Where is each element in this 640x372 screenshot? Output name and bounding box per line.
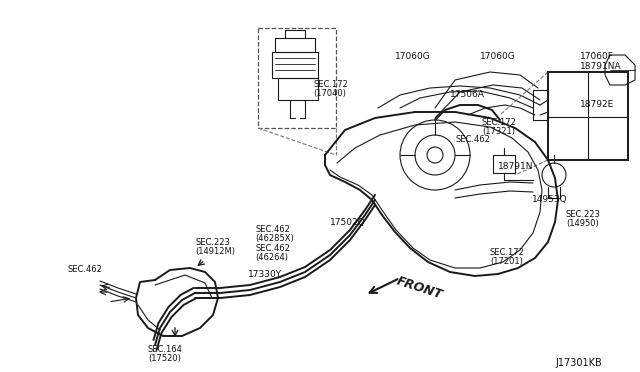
Text: 18791NA: 18791NA <box>580 62 621 71</box>
Text: 17330Y: 17330Y <box>248 270 282 279</box>
Text: (17201): (17201) <box>490 257 523 266</box>
Text: (17040): (17040) <box>313 89 346 98</box>
Text: SEC.462: SEC.462 <box>68 265 103 274</box>
Text: SEC.462: SEC.462 <box>255 244 290 253</box>
Text: 17060G: 17060G <box>480 52 516 61</box>
Text: 18791N: 18791N <box>498 162 534 171</box>
Text: (14950): (14950) <box>566 219 599 228</box>
Text: 17506A: 17506A <box>450 90 485 99</box>
Text: SEC.172: SEC.172 <box>313 80 348 89</box>
Text: SEC.462: SEC.462 <box>456 135 491 144</box>
Text: (46285X): (46285X) <box>255 234 294 243</box>
Text: (17520): (17520) <box>148 354 181 363</box>
Text: SEC.223: SEC.223 <box>195 238 230 247</box>
Text: 18792E: 18792E <box>580 100 614 109</box>
Text: (46264): (46264) <box>255 253 288 262</box>
Text: SEC.164: SEC.164 <box>148 345 183 354</box>
Text: 17060F: 17060F <box>580 52 614 61</box>
Text: SEC.172: SEC.172 <box>490 248 525 257</box>
Bar <box>258 28 336 128</box>
Text: FRONT: FRONT <box>395 275 444 302</box>
Text: 17502Q: 17502Q <box>330 218 365 227</box>
Bar <box>493 155 515 173</box>
Bar <box>548 72 628 160</box>
Text: J17301KB: J17301KB <box>555 358 602 368</box>
Text: SEC.462: SEC.462 <box>255 225 290 234</box>
Text: 14953Q: 14953Q <box>532 195 568 204</box>
Text: SEC.172: SEC.172 <box>482 118 517 127</box>
Text: (14912M): (14912M) <box>195 247 235 256</box>
Text: (17321): (17321) <box>482 127 515 136</box>
Text: SEC.223: SEC.223 <box>566 210 601 219</box>
Text: 17060G: 17060G <box>395 52 431 61</box>
